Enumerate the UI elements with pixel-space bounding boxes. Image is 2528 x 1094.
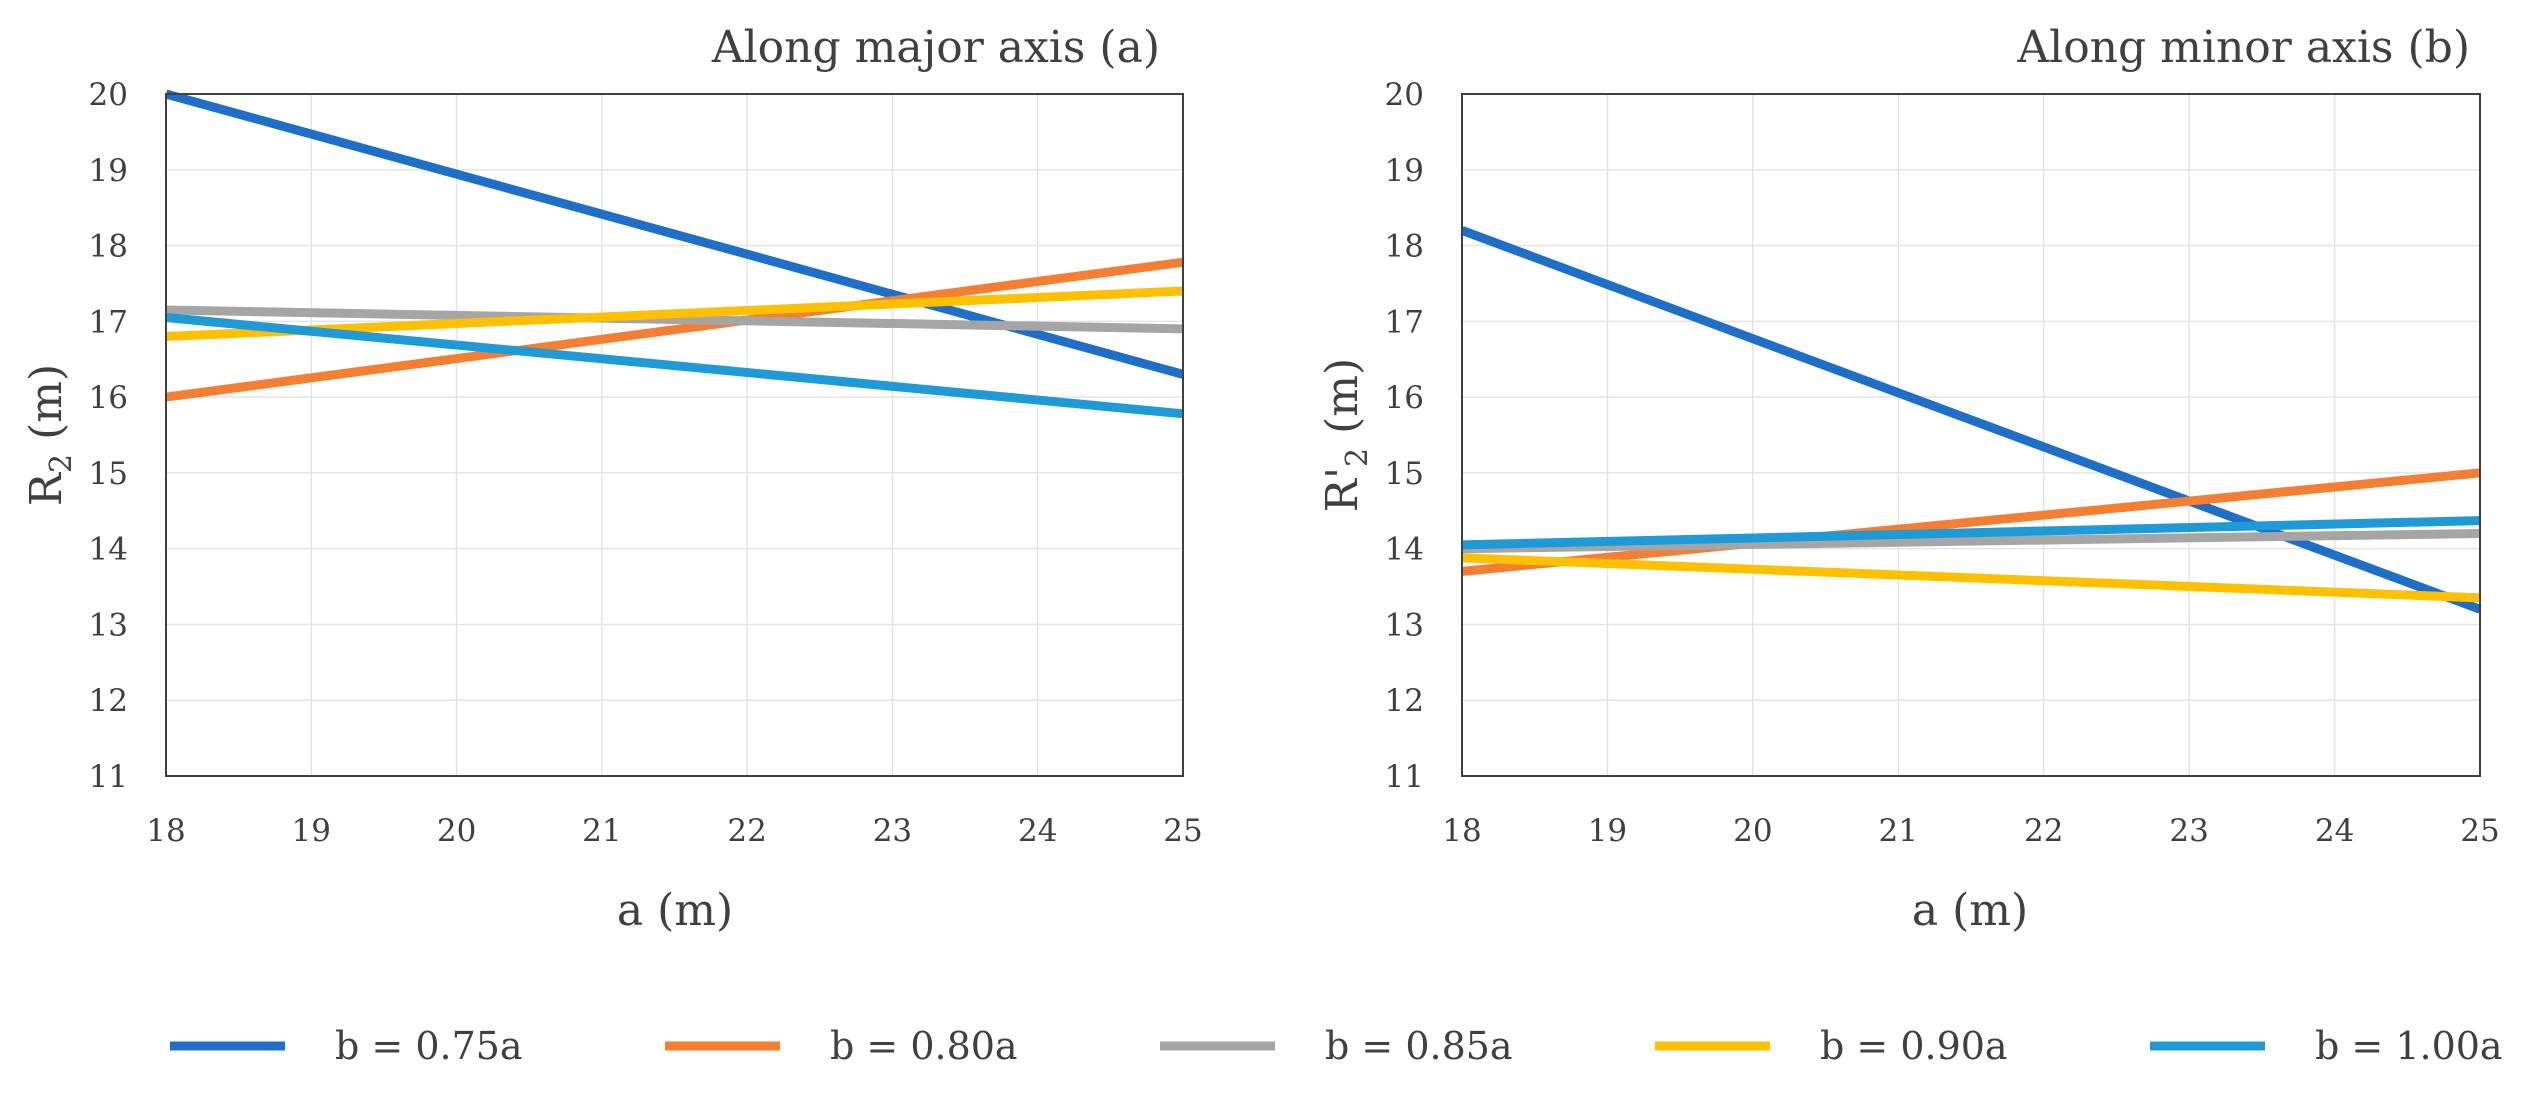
legend: b = 0.75a b = 0.80a b = 0.85a b = 0.90a b = …	[170, 1024, 2503, 1068]
chart-title: Along minor axis (b)	[2016, 22, 2470, 73]
x-axis-label: a (m)	[1912, 885, 2028, 936]
series-line-b-0-90a	[165, 286, 1184, 341]
x-tick-label: 18	[1442, 813, 1481, 849]
series-line-b-1-00a	[165, 313, 1184, 419]
x-axis-label: a (m)	[617, 885, 733, 936]
gridlines	[165, 93, 1184, 777]
y-tick-label: 15	[1385, 456, 1424, 492]
y-tick-label: 20	[89, 77, 128, 113]
y-tick-label: 12	[89, 683, 128, 719]
x-tick-labels: 18 19 20 21 22 23 24 25	[1442, 813, 2499, 849]
legend-label: b = 0.85a	[1325, 1024, 1513, 1068]
y-tick-label: 15	[89, 456, 128, 492]
series-lines	[1460, 226, 2482, 614]
legend-item-b-1-00a: b = 1.00a	[2150, 1024, 2503, 1068]
chart-panel-1: 11 12 13 14 15 16 17 18 19 20 18 19 20 21 22 23 24 25 Alon…	[21, 22, 1203, 936]
y-tick-label: 12	[1385, 683, 1424, 719]
x-tick-label: 22	[2024, 813, 2063, 849]
x-tick-label: 25	[2460, 813, 2499, 849]
x-tick-label: 24	[2315, 813, 2354, 849]
series-lines	[164, 89, 1185, 419]
y-axis-label: R2 (m)	[21, 364, 79, 506]
chart-title: Along major axis (a)	[711, 22, 1160, 73]
legend-label: b = 0.90a	[1820, 1024, 2008, 1068]
y-tick-label: 11	[89, 759, 128, 795]
y-tick-label: 14	[89, 532, 128, 568]
legend-label: b = 0.80a	[830, 1024, 1018, 1068]
y-tick-label: 11	[1385, 759, 1424, 795]
gridlines	[1461, 93, 2481, 777]
x-tick-label: 21	[582, 813, 621, 849]
y-tick-label: 18	[1385, 229, 1424, 265]
series-line-b-0-80a	[1461, 468, 2481, 576]
chart-panel-2: 11 12 13 14 15 16 17 18 19 20 18 19 20 21 22 23 24 25 Alon…	[1317, 22, 2500, 936]
y-tick-label: 16	[1385, 380, 1424, 416]
chart-panels: 11 12 13 14 15 16 17 18 19 20 18 19 20 21 22 23 24 25 Alon…	[21, 22, 2500, 936]
series-line-b-0-80a	[165, 257, 1184, 402]
x-tick-label: 19	[1588, 813, 1627, 849]
series-line-b-0-75a	[1460, 226, 2482, 614]
y-tick-label: 19	[1385, 153, 1424, 189]
x-tick-label: 20	[437, 813, 476, 849]
plot-area-border	[165, 93, 1184, 777]
x-tick-label: 20	[1733, 813, 1772, 849]
y-tick-label: 14	[1385, 532, 1424, 568]
legend-label: b = 1.00a	[2315, 1024, 2503, 1068]
legend-item-b-0-75a: b = 0.75a	[170, 1024, 523, 1068]
y-tick-label: 17	[89, 304, 128, 340]
legend-item-b-0-85a: b = 0.85a	[1160, 1024, 1513, 1068]
plot-area-border	[1461, 93, 2481, 777]
legend-label: b = 0.75a	[335, 1024, 523, 1068]
y-tick-label: 13	[1385, 607, 1424, 643]
y-tick-label: 20	[1385, 77, 1424, 113]
y-tick-label: 13	[89, 607, 128, 643]
x-tick-label: 21	[1879, 813, 1918, 849]
series-line-b-0-90a	[1461, 553, 2481, 603]
y-tick-labels: 11 12 13 14 15 16 17 18 19 20	[1385, 77, 1424, 795]
y-tick-labels: 11 12 13 14 15 16 17 18 19 20	[89, 77, 128, 795]
series-line-b-0-85a	[1461, 529, 2481, 554]
legend-item-b-0-80a: b = 0.80a	[665, 1024, 1018, 1068]
legend-item-b-0-90a: b = 0.90a	[1655, 1024, 2008, 1068]
y-tick-label: 17	[1385, 304, 1424, 340]
x-tick-label: 24	[1018, 813, 1057, 849]
x-tick-label: 19	[292, 813, 331, 849]
x-tick-label: 18	[146, 813, 185, 849]
series-line-b-1-00a	[1461, 516, 2481, 550]
x-tick-label: 22	[727, 813, 766, 849]
y-tick-label: 18	[89, 229, 128, 265]
y-axis-label: R'2 (m)	[1317, 358, 1375, 512]
y-tick-label: 16	[89, 380, 128, 416]
x-tick-label: 23	[873, 813, 912, 849]
series-line-b-0-85a	[165, 305, 1184, 334]
x-tick-label: 25	[1163, 813, 1202, 849]
x-tick-labels: 18 19 20 21 22 23 24 25	[146, 813, 1202, 849]
x-tick-label: 23	[2169, 813, 2208, 849]
y-tick-label: 19	[89, 153, 128, 189]
